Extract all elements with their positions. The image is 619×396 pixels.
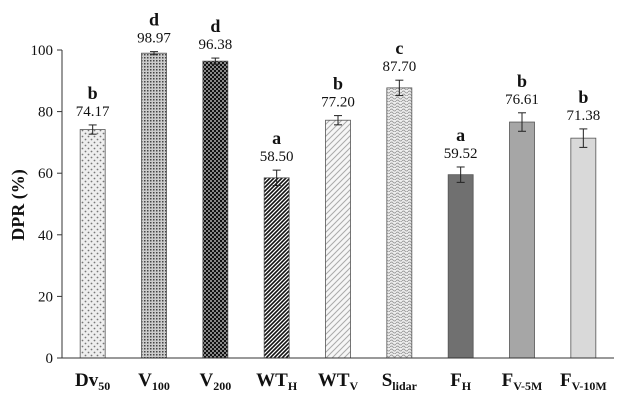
data-label: 71.38	[566, 108, 600, 124]
bar-group: 74.17b	[76, 83, 110, 359]
significance-letter: c	[395, 38, 403, 58]
bar	[79, 129, 106, 359]
y-tick-label: 80	[38, 105, 53, 121]
x-tick-label: WTH	[256, 370, 298, 393]
x-tick-label-subscript: lidar	[392, 379, 417, 393]
x-tick-label-subscript: H	[462, 379, 472, 393]
x-tick-label-subscript: 100	[152, 379, 170, 393]
bar	[447, 174, 474, 359]
x-tick-label: V100	[138, 370, 170, 393]
x-tick-label-base: S	[382, 370, 393, 391]
x-tick-label: FV-5M	[502, 370, 543, 393]
data-label: 77.20	[321, 95, 355, 111]
y-tick-label: 40	[38, 228, 53, 244]
data-label: 59.52	[444, 146, 478, 162]
bar-group: 87.70c	[382, 38, 416, 359]
x-tick-label-subscript: V-10M	[572, 379, 607, 393]
significance-letter: d	[210, 16, 220, 36]
data-label: 96.38	[198, 37, 232, 53]
y-tick-label: 60	[38, 166, 53, 182]
x-tick-label-subscript: 200	[213, 379, 231, 393]
bar-group: 96.38d	[198, 16, 232, 359]
x-tick-label-base: F	[560, 370, 572, 391]
x-tick-label-subscript: H	[288, 379, 298, 393]
data-label: 76.61	[505, 92, 539, 108]
x-tick-label-subscript: V-5M	[513, 379, 542, 393]
y-tick-label: 20	[38, 289, 53, 305]
x-tick-label-subscript: 50	[98, 379, 110, 393]
y-tick-label: 100	[31, 43, 54, 59]
x-tick-label: FH	[450, 370, 472, 393]
bar-group: 58.50a	[260, 128, 294, 359]
bar	[141, 52, 167, 359]
bar	[509, 121, 535, 359]
x-tick-label-subscript: V	[350, 379, 359, 393]
significance-letter: a	[456, 125, 465, 145]
bar	[386, 87, 413, 359]
bar-group: 59.52a	[444, 125, 478, 359]
data-label: 98.97	[137, 31, 171, 47]
y-axis: 0 20 40 60 80 100	[31, 43, 63, 367]
bar	[202, 60, 229, 359]
significance-letter: a	[272, 128, 281, 148]
bar	[263, 177, 290, 359]
bar-group: 71.38b	[566, 87, 600, 359]
x-tick-label: V200	[199, 370, 231, 393]
x-tick-label: FV-10M	[560, 370, 607, 393]
x-tick-label-base: WT	[318, 370, 350, 391]
x-tick-label-base: F	[502, 370, 514, 391]
y-tick-label: 0	[46, 351, 54, 367]
bar	[570, 137, 597, 359]
x-axis: Dv50 V100 V200 WTH WTV Slidar FH FV-5M FV-10M	[62, 357, 614, 393]
x-tick-label-base: V	[199, 370, 213, 391]
x-tick-label-base: WT	[256, 370, 288, 391]
x-tick-label: Slidar	[382, 370, 418, 393]
data-label: 74.17	[76, 104, 110, 120]
bar	[325, 119, 351, 359]
significance-letter: b	[578, 87, 588, 107]
x-tick-label-base: F	[450, 370, 462, 391]
bar-group: 77.20b	[321, 74, 355, 359]
x-tick-label-base: Dv	[75, 370, 99, 391]
x-tick-label: WTV	[318, 370, 359, 393]
y-axis-title: DPR (%)	[8, 169, 29, 240]
bars: 74.17b98.97d96.38d58.50a77.20b87.70c59.5…	[76, 10, 600, 359]
data-label: 58.50	[260, 149, 294, 165]
data-label: 87.70	[382, 59, 416, 75]
bar-group: 98.97d	[137, 10, 171, 359]
bar-group: 76.61b	[505, 71, 539, 359]
x-tick-label: Dv50	[75, 370, 110, 393]
x-tick-label-base: V	[138, 370, 152, 391]
significance-letter: d	[149, 10, 159, 30]
significance-letter: b	[333, 74, 343, 94]
significance-letter: b	[88, 83, 98, 103]
significance-letter: b	[517, 71, 527, 91]
